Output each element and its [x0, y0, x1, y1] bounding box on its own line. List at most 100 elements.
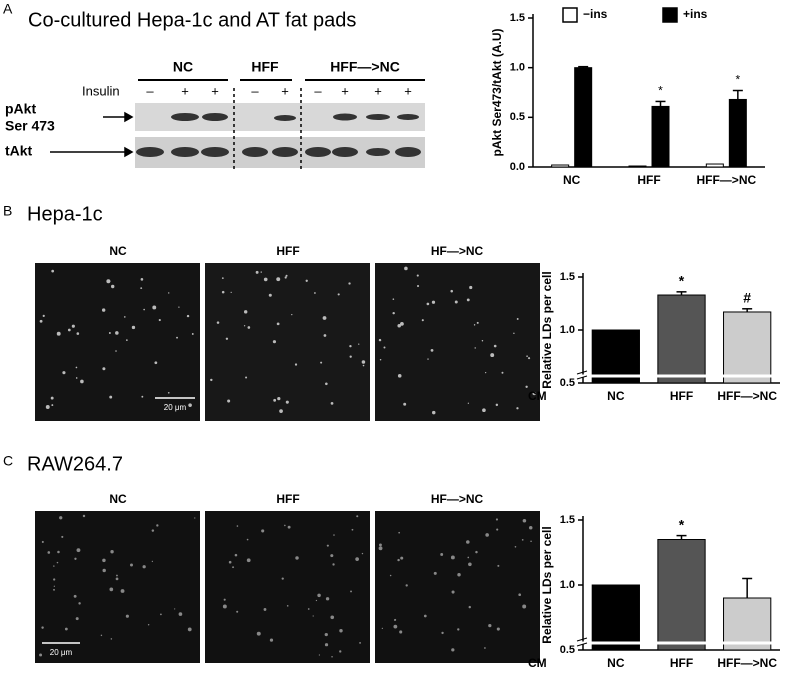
- insulin-sign: –: [251, 83, 259, 98]
- speckle: [51, 404, 54, 407]
- image-label: HF—>NC: [431, 492, 484, 506]
- speckle: [64, 627, 68, 631]
- speckle: [516, 318, 519, 320]
- scale-label: 20 μm: [50, 648, 73, 657]
- speckle: [41, 540, 44, 543]
- speckle: [441, 631, 444, 635]
- speckle: [400, 556, 404, 560]
- speckle: [126, 339, 128, 341]
- speckle: [232, 566, 235, 569]
- speckle: [339, 650, 342, 653]
- speckle: [466, 540, 470, 544]
- speckle: [223, 598, 226, 601]
- speckle: [75, 366, 78, 369]
- speckle: [102, 367, 106, 371]
- annotation: *: [658, 84, 663, 98]
- speckle: [349, 344, 352, 348]
- speckle: [457, 628, 460, 631]
- speckle: [330, 615, 335, 620]
- group-label: HFF: [251, 59, 279, 75]
- speckle: [325, 382, 328, 386]
- speckle: [404, 266, 408, 271]
- speckle: [51, 269, 55, 273]
- speckle: [469, 285, 473, 290]
- speckle: [323, 334, 327, 337]
- speckle: [151, 560, 153, 563]
- speckle: [324, 632, 328, 637]
- panel-title: Hepa-1c: [27, 203, 103, 225]
- speckle: [513, 332, 515, 335]
- speckle: [526, 355, 528, 357]
- bar: [574, 67, 593, 168]
- speckle: [389, 574, 392, 577]
- speckle: [228, 560, 232, 564]
- bar: [723, 597, 772, 651]
- speckle: [281, 577, 284, 580]
- speckle: [532, 391, 536, 396]
- speckle: [314, 292, 316, 294]
- band-label: pAkt: [5, 101, 36, 117]
- speckle: [151, 529, 155, 532]
- speckle: [221, 290, 225, 294]
- speckle: [317, 593, 321, 598]
- speckle: [255, 270, 259, 274]
- blot-bands: [136, 113, 421, 157]
- speckle: [76, 548, 81, 553]
- blot-title: Co-cultured Hepa-1c and AT fat pads: [28, 9, 356, 31]
- speckle: [457, 573, 461, 577]
- speckle: [230, 291, 232, 293]
- speckle: [245, 376, 248, 379]
- speckle: [355, 557, 359, 561]
- speckle: [123, 316, 126, 318]
- speckle: [147, 624, 150, 626]
- speckle: [222, 604, 227, 609]
- speckle: [468, 562, 472, 567]
- speckle: [484, 647, 486, 649]
- speckle: [397, 374, 402, 378]
- scale-label: 20 μm: [164, 403, 187, 412]
- speckle: [307, 608, 310, 610]
- speckle: [116, 574, 118, 577]
- speckle: [518, 593, 522, 597]
- legend-label: +ins: [683, 7, 708, 21]
- x-tick-label: NC: [607, 656, 625, 670]
- insulin-sign: +: [281, 83, 289, 98]
- speckle: [496, 528, 499, 531]
- speckle: [501, 371, 504, 374]
- speckle: [130, 563, 133, 567]
- speckle: [485, 533, 489, 537]
- speckle: [403, 402, 407, 406]
- y-tick-label: 1.0: [560, 324, 575, 336]
- speckle: [490, 353, 495, 358]
- speckle: [178, 306, 180, 308]
- speckle: [102, 558, 106, 563]
- x-tick-label: HFF—>NC: [717, 656, 777, 670]
- speckle: [152, 305, 157, 310]
- speckle: [243, 325, 246, 327]
- speckle: [216, 321, 220, 324]
- bar: [591, 329, 640, 384]
- speckle: [194, 517, 196, 519]
- speckle: [348, 282, 351, 285]
- speckle: [378, 546, 383, 551]
- x-prefix: CM: [528, 656, 547, 670]
- insulin-sign: +: [181, 83, 189, 98]
- speckle: [358, 343, 360, 345]
- band-label: tAkt: [5, 143, 33, 159]
- speckle: [75, 377, 78, 379]
- speckle: [276, 322, 280, 326]
- speckle: [168, 292, 170, 294]
- speckle: [110, 549, 114, 554]
- speckle: [495, 403, 499, 407]
- speckle: [273, 398, 277, 402]
- speckle: [485, 372, 487, 374]
- insulin-sign: +: [341, 83, 349, 98]
- speckle: [325, 597, 330, 601]
- speckle: [392, 311, 395, 315]
- micrograph: [375, 511, 540, 663]
- speckle: [468, 605, 471, 609]
- speckle: [432, 410, 436, 415]
- speckle: [236, 525, 239, 527]
- speckle: [100, 634, 103, 637]
